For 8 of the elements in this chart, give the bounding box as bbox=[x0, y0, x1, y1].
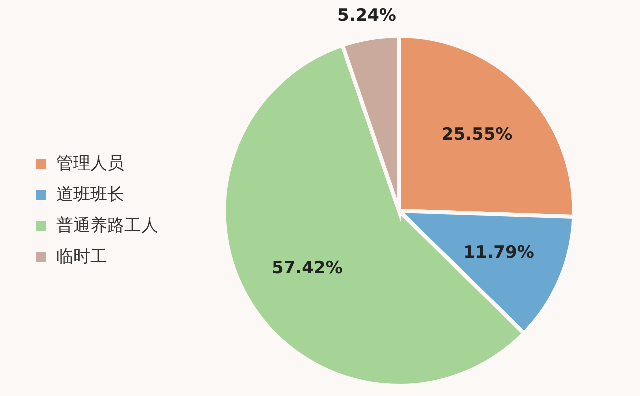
data-label: 11.79% bbox=[464, 243, 534, 264]
data-label: 57.42% bbox=[272, 258, 343, 278]
data-label: 25.55% bbox=[442, 125, 513, 146]
legend-label: 临时工 bbox=[56, 246, 108, 267]
legend-label: 管理人员 bbox=[56, 154, 124, 174]
legend-label: 普通养路工人 bbox=[56, 216, 158, 236]
data-label: 5.24% bbox=[337, 6, 396, 26]
legend-label: 道班班长 bbox=[56, 184, 124, 205]
